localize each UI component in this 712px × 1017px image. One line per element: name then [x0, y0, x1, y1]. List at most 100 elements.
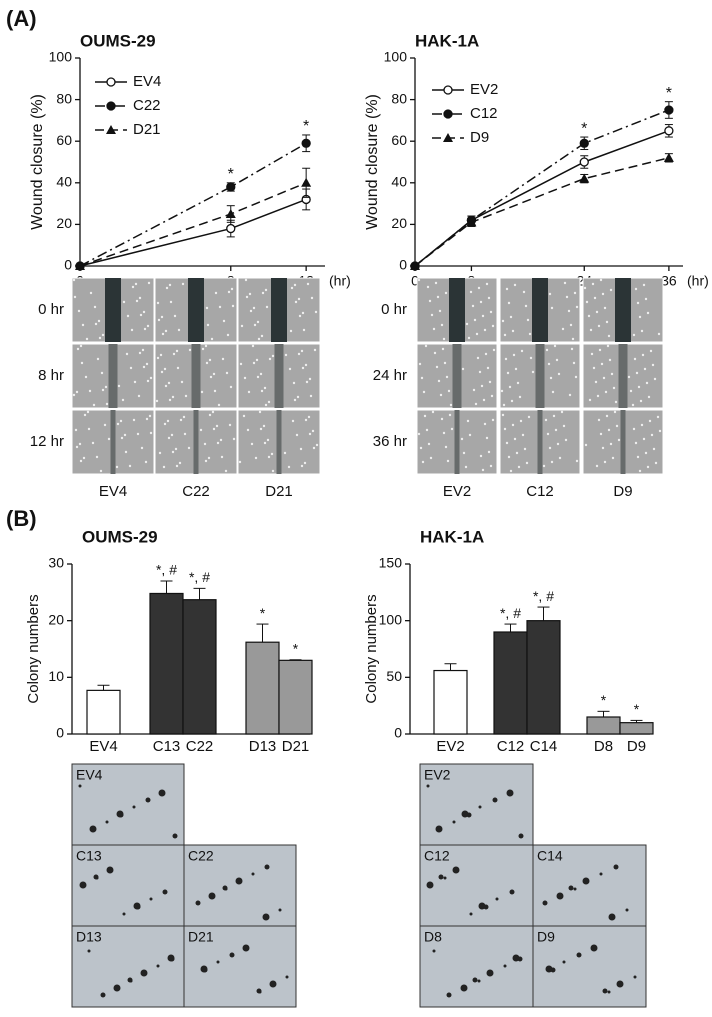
cell	[163, 422, 167, 426]
cell	[169, 300, 173, 304]
cell	[187, 446, 191, 450]
cell	[80, 361, 84, 365]
image-label: C22	[188, 848, 214, 864]
cell	[595, 464, 599, 468]
cell	[435, 365, 439, 369]
cell	[238, 460, 242, 464]
series-line	[414, 157, 670, 267]
chart-title: OUMS-29	[82, 527, 158, 546]
cell	[89, 291, 93, 295]
cell	[129, 366, 133, 370]
cell	[178, 461, 182, 465]
colony	[222, 885, 228, 891]
cell	[176, 366, 180, 370]
wound-gap	[620, 410, 626, 474]
cell	[79, 459, 83, 463]
cell	[200, 390, 204, 394]
cell	[542, 464, 546, 468]
cell	[631, 403, 635, 407]
cell	[429, 456, 433, 460]
x-tick-label: EV4	[89, 738, 117, 755]
cell	[311, 429, 315, 433]
micrograph	[183, 844, 297, 927]
cell	[424, 344, 428, 348]
annotation: *	[666, 85, 672, 102]
image-label: EV4	[76, 767, 103, 783]
cell	[420, 376, 424, 380]
cell	[575, 459, 579, 463]
cell	[428, 299, 432, 303]
cell	[511, 423, 515, 427]
cell	[418, 362, 422, 366]
colony	[167, 954, 175, 962]
cell	[253, 323, 257, 327]
cell	[83, 413, 87, 417]
bar	[526, 620, 561, 735]
cell	[288, 367, 292, 371]
cell	[599, 432, 603, 436]
cell	[484, 352, 488, 356]
cell	[72, 393, 76, 397]
cell	[562, 424, 566, 428]
cell	[468, 433, 472, 437]
cell	[421, 460, 425, 464]
cell	[77, 309, 81, 313]
y-tick-label: 20	[56, 215, 72, 231]
legend-marker	[106, 125, 116, 134]
cell	[632, 427, 636, 431]
cell	[219, 438, 223, 442]
colony	[576, 952, 582, 958]
cell	[638, 469, 642, 473]
cell	[480, 384, 484, 388]
cell	[312, 446, 316, 450]
cell	[128, 464, 132, 468]
cell	[592, 366, 596, 370]
colony	[256, 988, 262, 994]
cell	[165, 286, 169, 290]
cell	[255, 358, 259, 362]
cell	[209, 375, 213, 379]
colony	[262, 913, 270, 921]
cell	[75, 390, 79, 394]
cell	[121, 398, 125, 402]
colony	[269, 980, 277, 988]
cell	[646, 311, 650, 315]
y-tick-label: 0	[56, 725, 64, 741]
image-label: D8	[424, 929, 442, 945]
legend-label: EV2	[470, 81, 498, 98]
cell	[427, 442, 431, 446]
cell	[212, 427, 216, 431]
cell	[547, 362, 551, 366]
cell	[583, 286, 587, 290]
cell	[244, 278, 248, 282]
y-tick-label: 100	[384, 49, 408, 65]
x-unit: (hr)	[687, 273, 709, 289]
cell	[144, 460, 148, 464]
cell	[466, 419, 470, 423]
cell	[611, 456, 615, 460]
cell	[603, 306, 607, 310]
colony	[195, 900, 201, 906]
cell	[574, 375, 578, 379]
column-label: EV4	[99, 483, 127, 500]
colony	[518, 833, 524, 839]
column-label: D21	[265, 483, 293, 500]
cell	[259, 372, 263, 376]
colony	[478, 902, 486, 910]
cell	[525, 461, 529, 465]
cell	[231, 304, 235, 308]
cell	[204, 459, 208, 463]
cell	[476, 356, 480, 360]
cell	[205, 361, 209, 365]
cell	[263, 386, 267, 390]
cell	[72, 278, 76, 282]
y-tick-label: 20	[391, 215, 407, 231]
wound-gap	[191, 344, 201, 408]
row-label: 24 hr	[373, 367, 407, 384]
column-label: C12	[526, 483, 554, 500]
cell	[206, 323, 210, 327]
cell	[572, 361, 576, 365]
y-tick-label: 80	[56, 90, 72, 106]
cell	[442, 431, 446, 435]
y-tick-label: 30	[48, 555, 64, 571]
